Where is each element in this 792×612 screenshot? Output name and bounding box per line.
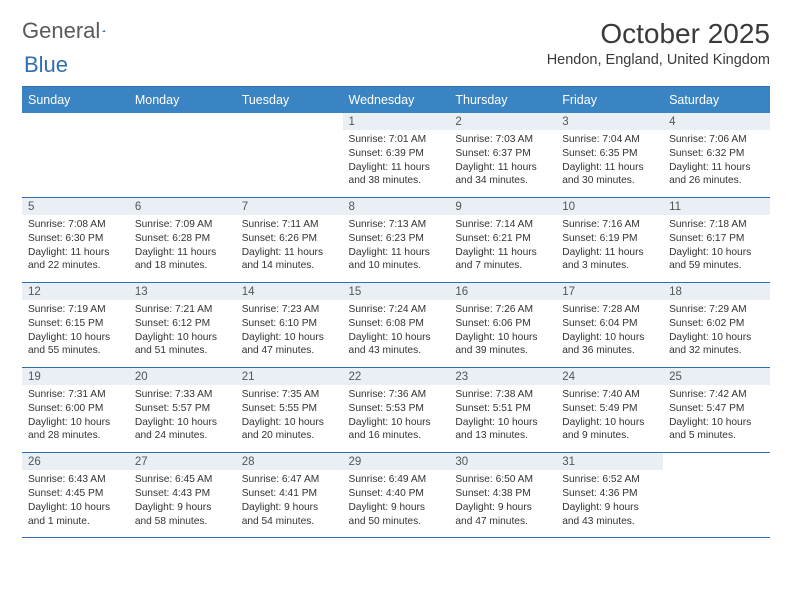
- daynum-row: 19202122232425: [22, 368, 770, 386]
- day-number: 1: [343, 113, 450, 130]
- day-cell: Sunrise: 7:13 AMSunset: 6:23 PMDaylight:…: [343, 215, 450, 283]
- day-cell: Sunrise: 7:35 AMSunset: 5:55 PMDaylight:…: [236, 385, 343, 453]
- col-saturday: Saturday: [663, 87, 770, 114]
- brand-word1: General: [22, 18, 100, 44]
- day-cell: Sunrise: 7:21 AMSunset: 6:12 PMDaylight:…: [129, 300, 236, 368]
- day-number: 20: [129, 368, 236, 386]
- day-cell: Sunrise: 7:24 AMSunset: 6:08 PMDaylight:…: [343, 300, 450, 368]
- day-number: 5: [22, 198, 129, 216]
- daynum-row: 1234: [22, 113, 770, 130]
- day-number: 30: [449, 453, 556, 471]
- day-number: 10: [556, 198, 663, 216]
- detail-row: Sunrise: 7:08 AMSunset: 6:30 PMDaylight:…: [22, 215, 770, 283]
- day-cell: Sunrise: 7:42 AMSunset: 5:47 PMDaylight:…: [663, 385, 770, 453]
- detail-row: Sunrise: 6:43 AMSunset: 4:45 PMDaylight:…: [22, 470, 770, 538]
- day-number: [22, 113, 129, 130]
- daynum-row: 262728293031: [22, 453, 770, 471]
- day-number: 28: [236, 453, 343, 471]
- day-number: 6: [129, 198, 236, 216]
- brand-word2: Blue: [24, 52, 68, 77]
- daynum-row: 567891011: [22, 198, 770, 216]
- col-friday: Friday: [556, 87, 663, 114]
- day-number: 13: [129, 283, 236, 301]
- day-cell: Sunrise: 7:01 AMSunset: 6:39 PMDaylight:…: [343, 130, 450, 198]
- day-number: 26: [22, 453, 129, 471]
- brand-triangle-icon: [102, 22, 106, 40]
- brand-logo: General: [22, 18, 126, 44]
- col-sunday: Sunday: [22, 87, 129, 114]
- day-number: 24: [556, 368, 663, 386]
- day-cell: Sunrise: 6:45 AMSunset: 4:43 PMDaylight:…: [129, 470, 236, 538]
- detail-row: Sunrise: 7:01 AMSunset: 6:39 PMDaylight:…: [22, 130, 770, 198]
- day-number: 17: [556, 283, 663, 301]
- day-cell: Sunrise: 7:29 AMSunset: 6:02 PMDaylight:…: [663, 300, 770, 368]
- day-cell: Sunrise: 7:38 AMSunset: 5:51 PMDaylight:…: [449, 385, 556, 453]
- day-number: 15: [343, 283, 450, 301]
- day-cell: Sunrise: 7:19 AMSunset: 6:15 PMDaylight:…: [22, 300, 129, 368]
- day-cell: Sunrise: 7:31 AMSunset: 6:00 PMDaylight:…: [22, 385, 129, 453]
- day-number: 19: [22, 368, 129, 386]
- day-cell: Sunrise: 6:49 AMSunset: 4:40 PMDaylight:…: [343, 470, 450, 538]
- day-cell: Sunrise: 7:16 AMSunset: 6:19 PMDaylight:…: [556, 215, 663, 283]
- day-cell: Sunrise: 7:14 AMSunset: 6:21 PMDaylight:…: [449, 215, 556, 283]
- day-number: 3: [556, 113, 663, 130]
- day-cell: [663, 470, 770, 538]
- day-number: 14: [236, 283, 343, 301]
- day-cell: Sunrise: 6:50 AMSunset: 4:38 PMDaylight:…: [449, 470, 556, 538]
- calendar-table: Sunday Monday Tuesday Wednesday Thursday…: [22, 86, 770, 538]
- day-number: 16: [449, 283, 556, 301]
- day-number: 29: [343, 453, 450, 471]
- day-cell: Sunrise: 7:09 AMSunset: 6:28 PMDaylight:…: [129, 215, 236, 283]
- day-number: 25: [663, 368, 770, 386]
- day-cell: Sunrise: 7:28 AMSunset: 6:04 PMDaylight:…: [556, 300, 663, 368]
- day-cell: Sunrise: 7:33 AMSunset: 5:57 PMDaylight:…: [129, 385, 236, 453]
- title-block: October 2025 Hendon, England, United Kin…: [547, 18, 770, 68]
- location: Hendon, England, United Kingdom: [547, 52, 770, 68]
- col-wednesday: Wednesday: [343, 87, 450, 114]
- day-number: 11: [663, 198, 770, 216]
- day-cell: [22, 130, 129, 198]
- day-number: 18: [663, 283, 770, 301]
- detail-row: Sunrise: 7:31 AMSunset: 6:00 PMDaylight:…: [22, 385, 770, 453]
- col-thursday: Thursday: [449, 87, 556, 114]
- daynum-row: 12131415161718: [22, 283, 770, 301]
- day-number: 8: [343, 198, 450, 216]
- detail-row: Sunrise: 7:19 AMSunset: 6:15 PMDaylight:…: [22, 300, 770, 368]
- day-header-row: Sunday Monday Tuesday Wednesday Thursday…: [22, 87, 770, 114]
- day-number: 22: [343, 368, 450, 386]
- day-cell: Sunrise: 7:03 AMSunset: 6:37 PMDaylight:…: [449, 130, 556, 198]
- day-number: 4: [663, 113, 770, 130]
- day-cell: Sunrise: 6:43 AMSunset: 4:45 PMDaylight:…: [22, 470, 129, 538]
- day-number: 27: [129, 453, 236, 471]
- day-cell: Sunrise: 7:18 AMSunset: 6:17 PMDaylight:…: [663, 215, 770, 283]
- day-number: 23: [449, 368, 556, 386]
- col-monday: Monday: [129, 87, 236, 114]
- day-cell: Sunrise: 7:23 AMSunset: 6:10 PMDaylight:…: [236, 300, 343, 368]
- day-cell: Sunrise: 6:47 AMSunset: 4:41 PMDaylight:…: [236, 470, 343, 538]
- day-number: 12: [22, 283, 129, 301]
- day-cell: Sunrise: 7:40 AMSunset: 5:49 PMDaylight:…: [556, 385, 663, 453]
- day-number: 9: [449, 198, 556, 216]
- day-cell: Sunrise: 7:04 AMSunset: 6:35 PMDaylight:…: [556, 130, 663, 198]
- day-cell: Sunrise: 7:06 AMSunset: 6:32 PMDaylight:…: [663, 130, 770, 198]
- day-cell: Sunrise: 7:26 AMSunset: 6:06 PMDaylight:…: [449, 300, 556, 368]
- day-number: 7: [236, 198, 343, 216]
- col-tuesday: Tuesday: [236, 87, 343, 114]
- day-cell: Sunrise: 7:36 AMSunset: 5:53 PMDaylight:…: [343, 385, 450, 453]
- day-cell: Sunrise: 7:08 AMSunset: 6:30 PMDaylight:…: [22, 215, 129, 283]
- day-cell: [129, 130, 236, 198]
- month-title: October 2025: [547, 18, 770, 50]
- day-number: 21: [236, 368, 343, 386]
- day-number: [129, 113, 236, 130]
- day-number: [663, 453, 770, 471]
- day-cell: [236, 130, 343, 198]
- day-cell: Sunrise: 6:52 AMSunset: 4:36 PMDaylight:…: [556, 470, 663, 538]
- day-number: 31: [556, 453, 663, 471]
- day-number: [236, 113, 343, 130]
- day-number: 2: [449, 113, 556, 130]
- day-cell: Sunrise: 7:11 AMSunset: 6:26 PMDaylight:…: [236, 215, 343, 283]
